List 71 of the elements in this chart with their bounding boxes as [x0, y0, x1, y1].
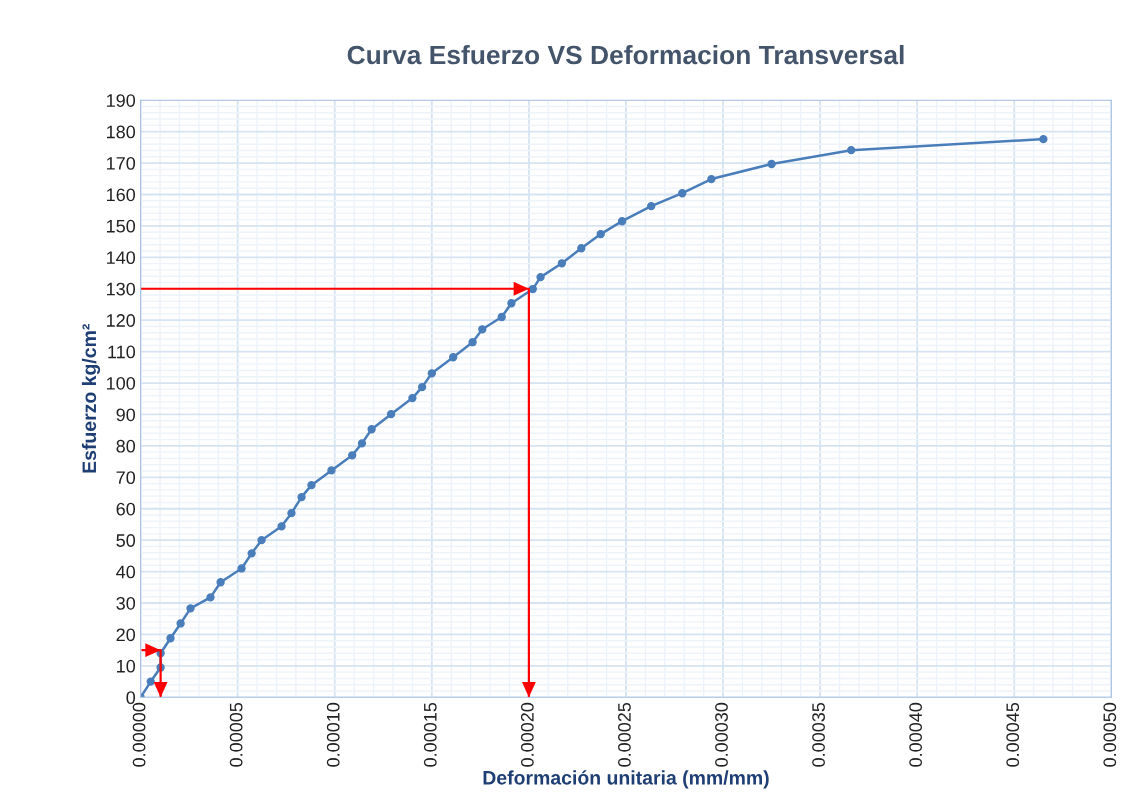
- y-tick-label: 100: [107, 376, 136, 390]
- x-tick-label: 0.00015: [423, 702, 437, 767]
- x-tick-label: 0.00000: [132, 702, 146, 767]
- point: [176, 619, 185, 628]
- x-tick-label: 0.00010: [326, 702, 340, 767]
- point: [277, 522, 286, 531]
- y-tick-label: 10: [117, 659, 136, 673]
- point: [257, 536, 266, 545]
- y-tick-label: 130: [107, 282, 136, 296]
- point: [327, 466, 336, 475]
- point: [427, 369, 436, 378]
- x-tick-label: 0.00030: [715, 702, 728, 767]
- point: [847, 145, 856, 155]
- y-tick-label: 110: [108, 345, 136, 359]
- y-tick-label: 80: [116, 439, 136, 453]
- point: [348, 451, 357, 460]
- y-tick-label: 120: [107, 314, 136, 327]
- y-axis-title: Esfuerzo kg/cm²: [81, 324, 101, 473]
- point: [216, 578, 225, 587]
- point: [307, 481, 316, 490]
- x-tick-label: 0.00025: [618, 702, 631, 767]
- y-tick-label: 40: [116, 565, 136, 579]
- x-tick-label: 0.00035: [812, 702, 825, 767]
- point: [497, 312, 506, 322]
- point: [507, 299, 516, 308]
- point: [386, 409, 396, 419]
- y-tick-label: 70: [116, 471, 136, 485]
- point: [647, 201, 656, 211]
- x-tick-label: 0.00040: [909, 702, 923, 767]
- point: [287, 508, 296, 518]
- point: [678, 189, 687, 198]
- y-tick-label: 30: [116, 596, 136, 610]
- point: [166, 634, 175, 643]
- x-tick-label: 0.00005: [229, 702, 243, 767]
- point: [237, 564, 246, 573]
- point: [596, 229, 605, 239]
- y-tick-label: 50: [116, 534, 136, 547]
- point: [367, 425, 376, 434]
- point: [247, 549, 256, 558]
- y-tick-label: 60: [116, 502, 136, 516]
- x-tick-label: 0.00045: [1006, 702, 1020, 767]
- x-tick-label: 0.00050: [1103, 702, 1117, 767]
- point: [557, 259, 567, 268]
- y-tick-label: 160: [107, 188, 136, 202]
- point: [297, 492, 306, 502]
- point: [357, 439, 367, 448]
- y-tick-label: 150: [107, 219, 136, 233]
- point: [577, 244, 586, 253]
- x-axis-title: Deformación unitaria (mm/mm): [483, 770, 769, 789]
- point: [449, 353, 458, 362]
- y-tick-label: 90: [116, 408, 136, 422]
- y-tick-label: 140: [107, 251, 136, 265]
- point: [186, 604, 195, 613]
- point: [536, 272, 545, 282]
- point: [617, 217, 627, 226]
- y-tick-label: 170: [107, 156, 136, 170]
- point: [417, 382, 427, 392]
- point: [528, 284, 537, 294]
- point: [146, 677, 155, 686]
- point: [206, 593, 215, 602]
- point: [468, 338, 477, 347]
- y-tick-label: 180: [107, 125, 136, 139]
- x-tick-label: 0.00020: [520, 702, 534, 767]
- chart-title: Curva Esfuerzo VS Deformacion Transversal: [347, 44, 904, 65]
- point: [478, 325, 487, 334]
- point: [408, 393, 417, 403]
- y-tick-label: 20: [116, 628, 136, 642]
- point: [1039, 134, 1048, 144]
- y-tick-label: 190: [107, 94, 136, 107]
- point: [767, 159, 776, 169]
- point: [707, 174, 716, 184]
